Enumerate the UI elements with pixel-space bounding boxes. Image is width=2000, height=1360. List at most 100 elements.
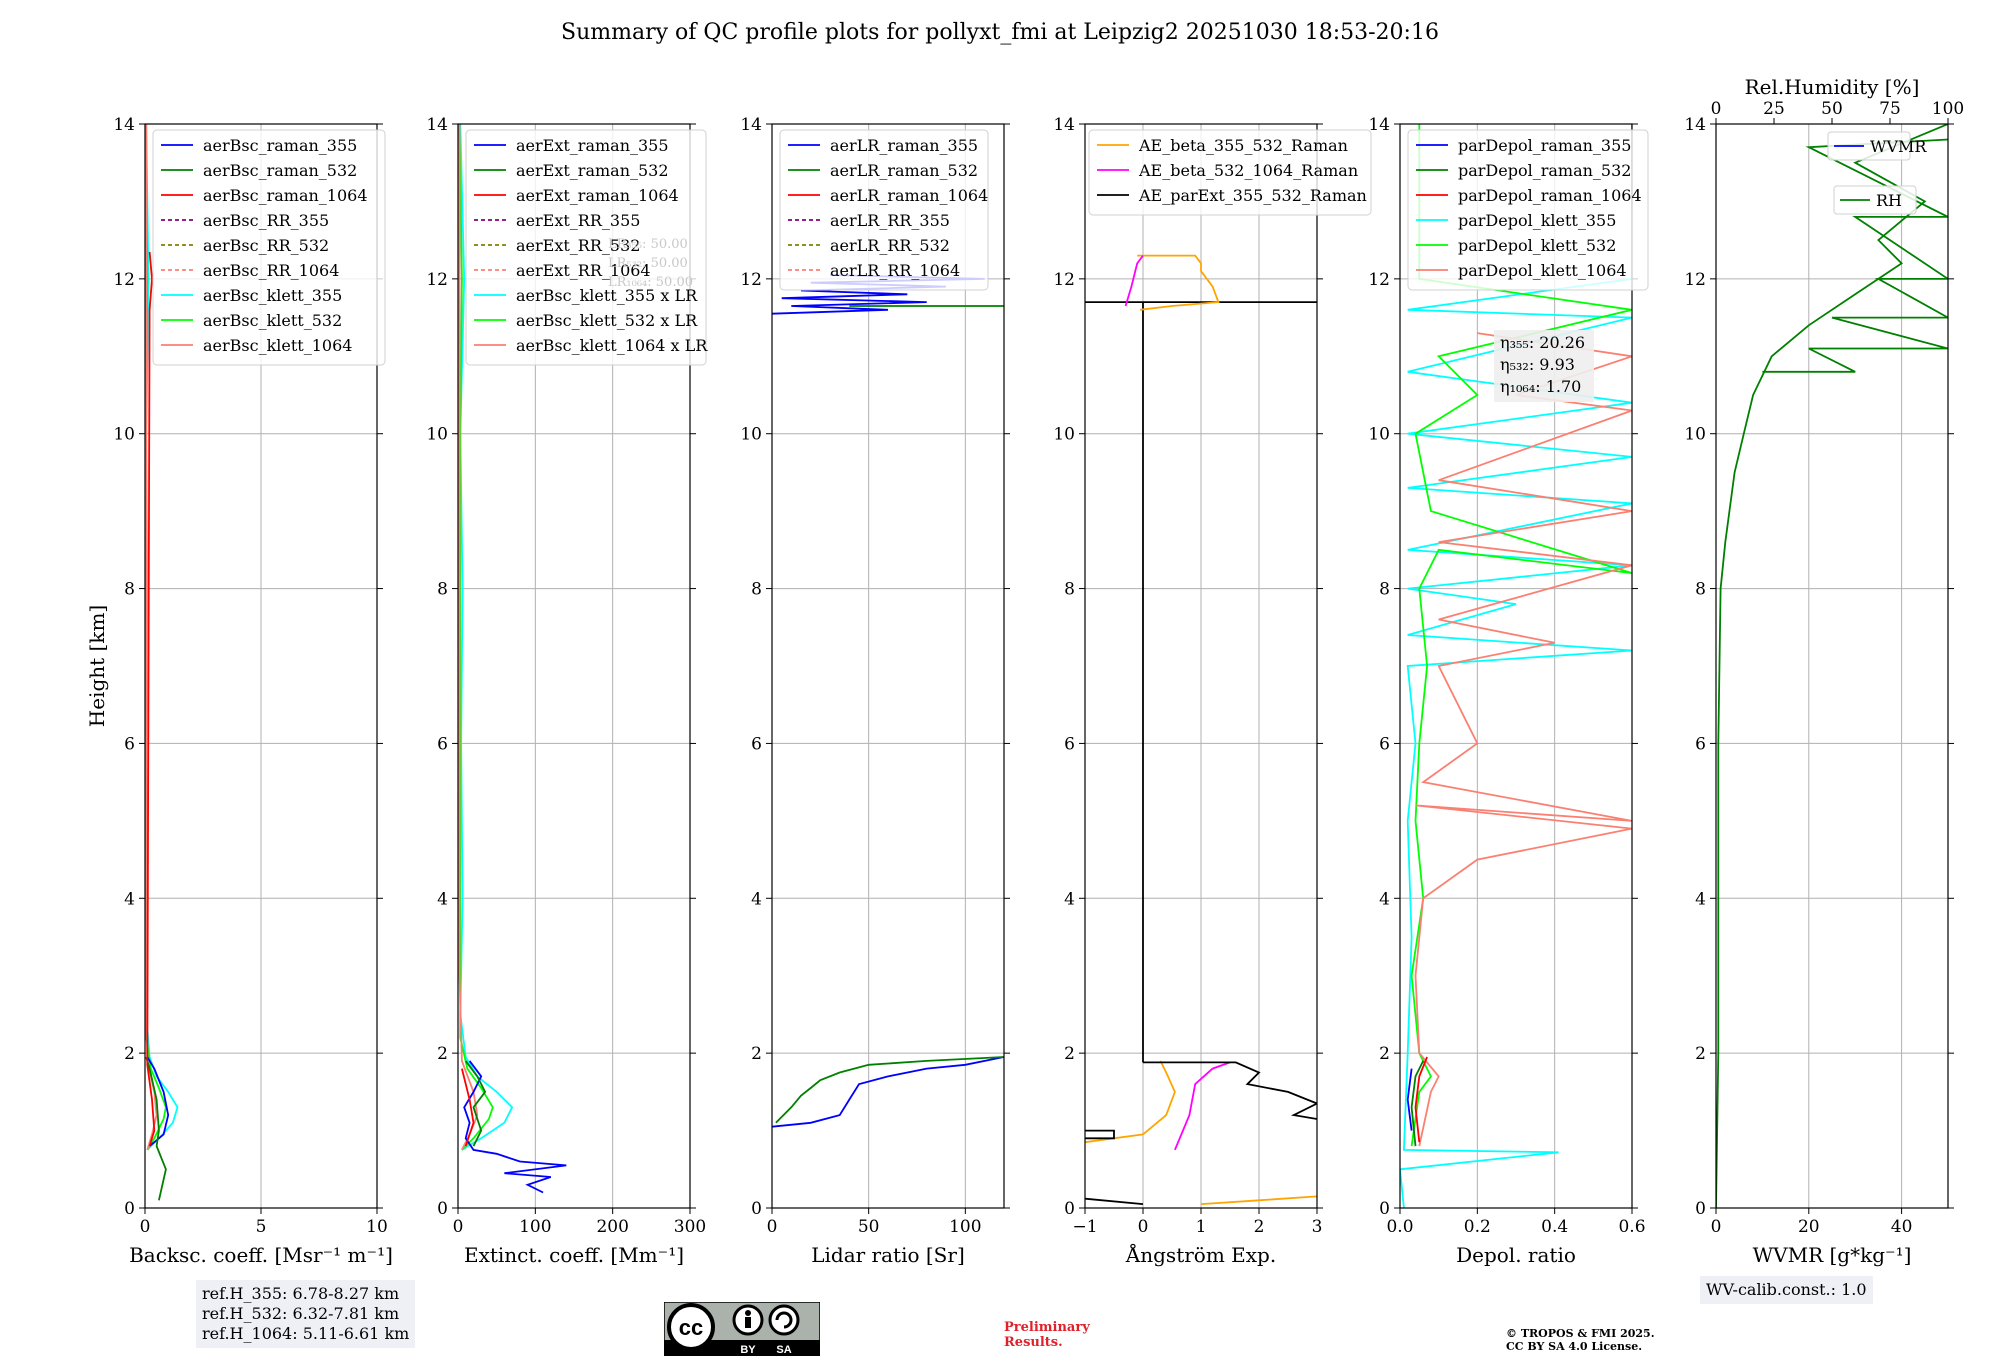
y-tick-label: 2 <box>751 1044 762 1064</box>
legend: aerLR_raman_355 aerLR_raman_532 aerLR_rama… <box>779 129 989 291</box>
legend-label-aerExt_RR_355: aerExt_RR_355 <box>516 211 640 230</box>
cc-sa-text: SA <box>776 1344 791 1356</box>
cc-license-logo: cc BY SA <box>664 1302 820 1356</box>
legend-box <box>1827 131 1911 161</box>
x-axis-label: Depol. ratio <box>1456 1243 1576 1267</box>
series-group <box>1716 124 1948 1208</box>
legend-label-aerLR_raman_532: aerLR_raman_532 <box>830 161 978 180</box>
cc-by-text: BY <box>740 1344 756 1356</box>
y-tick-label: 8 <box>751 580 762 600</box>
x-tick-label: −1 <box>1072 1217 1097 1237</box>
x-tick-label: 0 <box>1138 1217 1149 1237</box>
y-tick-label: 0 <box>437 1199 448 1219</box>
copyright-note: © TROPOS & FMI 2025. CC BY SA 4.0 Licens… <box>1506 1327 1655 1353</box>
lidar-ratio-annotation: LR₅₃₂: 50.00 <box>608 256 688 271</box>
refh-1064: ref.H_1064: 5.11-6.61 km <box>202 1324 410 1343</box>
legend-label-aerBsc_klett_1064 x LR: aerBsc_klett_1064 x LR <box>516 336 708 355</box>
panel-5: 0.0 0.2 0.4 0.6 0 2 4 6 8 10 12 14 Depol. ratio parDe… <box>1368 115 1649 1267</box>
annotation-box: LR₃₅₅: 50.00 LR₅₃₂: 50.00 LR₁₀₆₄: 50.00 <box>608 237 693 290</box>
y-tick-label: 14 <box>1684 115 1706 135</box>
y-tick-label: 14 <box>1053 115 1075 135</box>
legend: AE_beta_355_532_Raman AE_beta_532_1064_Ra… <box>1088 129 1372 216</box>
legend-label-AE_parExt_355_532_Raman: AE_parExt_355_532_Raman <box>1138 186 1367 205</box>
x-tick-label: 0.2 <box>1464 1217 1491 1237</box>
series-line-AE_beta_532_1064_Raman <box>1174 1061 1231 1151</box>
x-axis-label: Ångström Exp. <box>1125 1242 1276 1267</box>
legend-box <box>1088 129 1372 216</box>
x-axis-label: Backsc. coeff. [Msr⁻¹ m⁻¹] <box>129 1243 393 1267</box>
y-tick-label: 4 <box>751 889 762 909</box>
legend-label-aerLR_RR_355: aerLR_RR_355 <box>830 211 950 230</box>
top-x-tick-label: 100 <box>1932 99 1964 119</box>
series-line-AE_parExt_355_532_Raman <box>1085 1129 1115 1140</box>
y-tick-label: 2 <box>124 1044 135 1064</box>
refh-355: ref.H_355: 6.78-8.27 km <box>202 1284 400 1303</box>
y-tick-label: 6 <box>751 734 762 754</box>
legend-label-aerBsc_klett_355: aerBsc_klett_355 <box>203 286 342 305</box>
x-tick-label: 5 <box>256 1217 267 1237</box>
legend-label-aerExt_raman_1064: aerExt_raman_1064 <box>516 186 679 205</box>
x-tick-label: 10 <box>366 1217 388 1237</box>
series-line-aerExt_raman_355 <box>463 1060 567 1194</box>
series-line-aerLR_raman_532 <box>775 1056 1004 1124</box>
y-tick-label: 2 <box>1064 1044 1075 1064</box>
x-tick-label: 1 <box>1196 1217 1207 1237</box>
series-line-aerLR_raman_355 <box>772 1056 1004 1128</box>
x-tick-label: 40 <box>1891 1217 1913 1237</box>
y-tick-label: 12 <box>113 270 135 290</box>
wv-calib-box: WV-calib.const.: 1.0 <box>1700 1276 1873 1304</box>
series-line-AE_beta_355_532_Raman_b <box>1200 1195 1317 1205</box>
y-tick-label: 4 <box>1695 889 1706 909</box>
panel-6: 0 20 40 0 2 4 6 8 10 12 14 WVMR [g*kg⁻¹] 0 25 50 75 100 R… <box>1684 75 1964 1267</box>
series-line-AE_beta_355_532_Raman_cirrus <box>1137 254 1220 311</box>
series-line-parDepol_raman_532 <box>1410 1060 1425 1147</box>
legend-label-aerBsc_klett_532: aerBsc_klett_532 <box>203 311 342 330</box>
y-tick-label: 14 <box>740 115 762 135</box>
legend-label-AE_beta_355_532_Raman: AE_beta_355_532_Raman <box>1138 136 1348 155</box>
x-tick-label: 100 <box>949 1217 981 1237</box>
y-tick-label: 8 <box>437 580 448 600</box>
legend-label-parDepol_klett_532: parDepol_klett_532 <box>1458 236 1616 255</box>
legend-label-aerBsc_klett_355 x LR: aerBsc_klett_355 x LR <box>516 286 698 305</box>
legend-label-WVMR: WVMR <box>1870 137 1927 156</box>
y-tick-label: 14 <box>426 115 448 135</box>
series-line-RH_spikes <box>1762 138 1948 373</box>
reference-heights-box: ref.H_355: 6.78-8.27 km ref.H_532: 6.32-… <box>196 1280 416 1348</box>
legend-box <box>465 129 707 366</box>
top-x-tick-label: 50 <box>1821 99 1843 119</box>
legend-label-parDepol_klett_355: parDepol_klett_355 <box>1458 211 1616 230</box>
y-tick-label: 8 <box>1064 580 1075 600</box>
series-group <box>772 274 1004 1128</box>
y-tick-label: 8 <box>1695 580 1706 600</box>
eta-annotation: η₅₃₂: 9.93 <box>1500 355 1575 374</box>
y-tick-label: 4 <box>1379 889 1390 909</box>
preliminary-line-1: Preliminary <box>1004 1320 1090 1335</box>
eta-annotation: η₃₅₅: 20.26 <box>1500 333 1585 352</box>
x-axis-label: Lidar ratio [Sr] <box>811 1243 965 1267</box>
series-line-parDepol_klett_355 <box>1400 124 1632 1208</box>
y-axis-label: Height [km] <box>85 605 109 727</box>
y-tick-label: 0 <box>1379 1199 1390 1219</box>
y-tick-label: 6 <box>437 734 448 754</box>
eta-annotation: η₁₀₆₄: 1.70 <box>1500 377 1581 396</box>
legend: aerBsc_raman_355 aerBsc_raman_532 aerBsc_r… <box>152 129 386 366</box>
x-tick-label: 0.6 <box>1618 1217 1645 1237</box>
refh-532: ref.H_532: 6.32-7.81 km <box>202 1304 400 1323</box>
y-tick-label: 6 <box>1064 734 1075 754</box>
legend-box <box>779 129 989 291</box>
legend-label-parDepol_raman_532: parDepol_raman_532 <box>1458 161 1631 180</box>
y-tick-label: 4 <box>437 889 448 909</box>
y-tick-label: 6 <box>124 734 135 754</box>
legend-label-aerLR_raman_1064: aerLR_raman_1064 <box>830 186 988 205</box>
y-tick-label: 0 <box>124 1199 135 1219</box>
legend-label-aerBsc_klett_532 x LR: aerBsc_klett_532 x LR <box>516 311 698 330</box>
y-tick-label: 0 <box>1695 1199 1706 1219</box>
series-line-aerExt_raman_1064 <box>461 1068 475 1147</box>
x-tick-label: 20 <box>1798 1217 1820 1237</box>
wv-calib-text: WV-calib.const.: 1.0 <box>1706 1280 1867 1299</box>
y-tick-label: 10 <box>113 425 135 445</box>
legend-label-RH: RH <box>1876 191 1902 210</box>
legend-label-parDepol_raman_355: parDepol_raman_355 <box>1458 136 1631 155</box>
legend-label-aerBsc_raman_1064: aerBsc_raman_1064 <box>203 186 368 205</box>
axes-frame <box>771 123 1005 1209</box>
